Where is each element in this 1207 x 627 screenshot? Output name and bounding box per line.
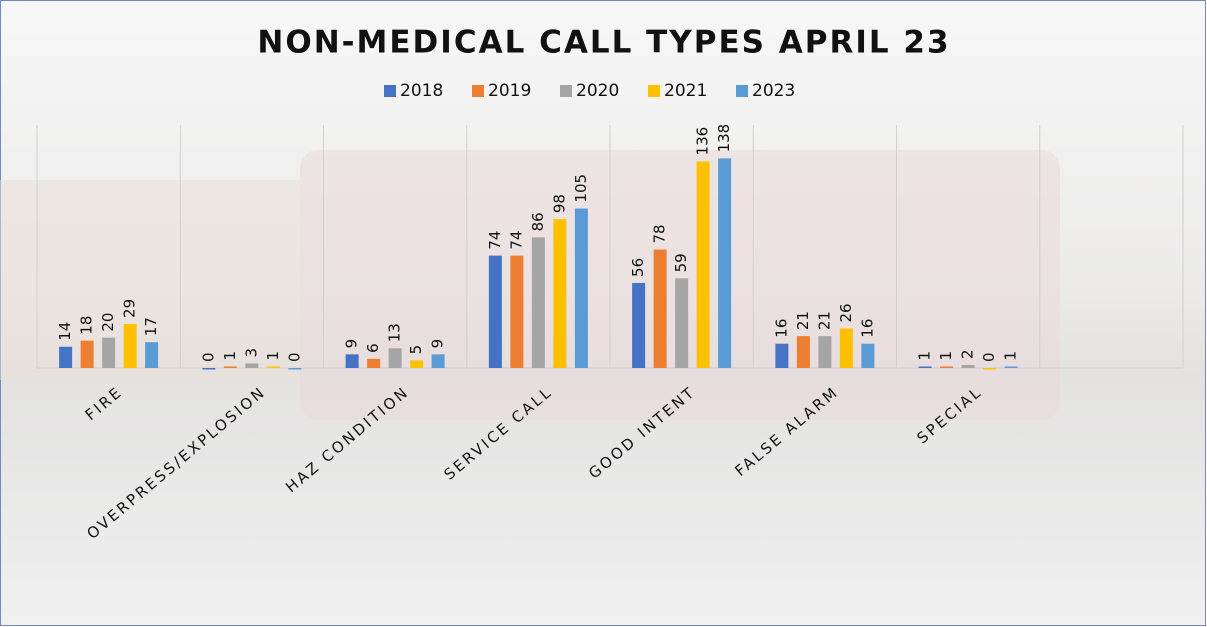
data-label: 3 <box>242 348 260 358</box>
chart-title: NON-MEDICAL CALL TYPES APRIL 23 <box>257 25 950 61</box>
bar <box>266 366 280 368</box>
bar <box>59 346 73 368</box>
bar <box>1004 366 1018 368</box>
bar <box>553 219 567 368</box>
data-label: 26 <box>837 303 855 322</box>
legend-label: 2023 <box>752 81 795 101</box>
bar <box>123 323 137 368</box>
data-label: 18 <box>78 316 96 335</box>
data-label: 29 <box>121 299 139 318</box>
data-label: 13 <box>386 323 404 342</box>
bar <box>632 282 646 368</box>
data-label: 86 <box>529 212 547 231</box>
data-label: 0 <box>980 352 998 362</box>
bar <box>696 161 710 368</box>
data-label: 21 <box>815 311 833 330</box>
bar <box>245 363 259 368</box>
bar <box>983 368 997 370</box>
legend-swatch <box>384 85 396 97</box>
bar <box>574 208 588 368</box>
data-label: 1 <box>1002 351 1020 361</box>
bar <box>145 342 159 368</box>
bar <box>223 366 237 368</box>
data-label: 9 <box>429 339 447 349</box>
data-label: 98 <box>550 194 568 213</box>
data-label: 6 <box>364 343 382 353</box>
legend-swatch <box>736 85 748 97</box>
bar <box>488 255 502 368</box>
data-label: 74 <box>507 231 525 250</box>
data-label: 20 <box>99 313 117 332</box>
data-label: 1 <box>937 351 955 361</box>
bar <box>839 328 853 368</box>
data-label: 16 <box>772 319 790 338</box>
bar <box>718 158 732 368</box>
data-label: 0 <box>199 352 217 362</box>
data-label: 78 <box>651 224 669 243</box>
data-label: 9 <box>343 339 361 349</box>
bar <box>388 348 402 368</box>
bar <box>345 354 359 368</box>
data-label: 1 <box>916 351 934 361</box>
bar <box>102 337 116 368</box>
data-label: 59 <box>672 253 690 272</box>
bar <box>288 368 302 370</box>
data-label: 5 <box>407 345 425 355</box>
legend-label: 2019 <box>488 81 531 101</box>
data-label: 2 <box>959 349 977 359</box>
legend-label: 2021 <box>664 81 707 101</box>
legend-label: 2018 <box>400 81 443 101</box>
legend-swatch <box>560 85 572 97</box>
bar <box>796 336 810 368</box>
bar <box>431 354 445 368</box>
data-label: 16 <box>858 319 876 338</box>
legend-swatch <box>648 85 660 97</box>
bar <box>80 340 94 368</box>
bar <box>940 366 954 368</box>
bar <box>861 343 875 368</box>
bar <box>675 278 689 368</box>
data-label: 105 <box>572 174 590 203</box>
bar <box>818 336 832 368</box>
data-label: 1 <box>264 351 282 361</box>
data-label: 136 <box>694 127 712 156</box>
data-label: 56 <box>629 258 647 277</box>
data-label: 0 <box>285 352 303 362</box>
data-label: 138 <box>715 124 733 153</box>
bar <box>531 237 545 368</box>
bar <box>510 255 524 368</box>
data-label: 74 <box>486 231 504 250</box>
bar <box>410 360 424 368</box>
data-label: 21 <box>794 311 812 330</box>
data-label: 1 <box>221 351 239 361</box>
bar <box>918 366 932 368</box>
bar <box>367 358 381 368</box>
bar <box>775 343 789 368</box>
legend-label: 2020 <box>576 81 619 101</box>
data-label: 14 <box>56 322 74 341</box>
bar <box>202 368 216 370</box>
bar <box>653 249 667 368</box>
legend-swatch <box>472 85 484 97</box>
data-label: 17 <box>142 317 160 336</box>
bar <box>961 364 975 368</box>
